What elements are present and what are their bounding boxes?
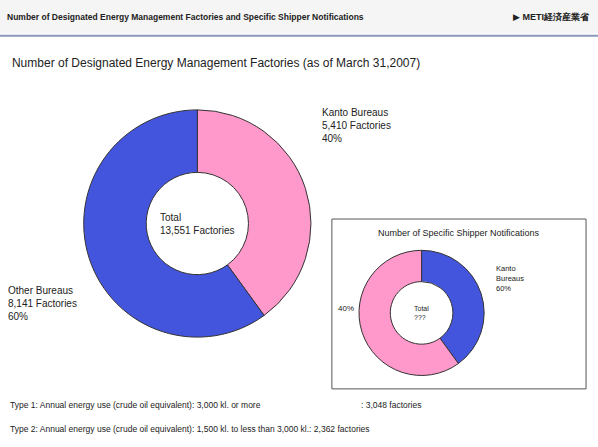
svg-text:40%: 40%	[338, 304, 354, 313]
svg-text:Type 1: Annual energy use (cru: Type 1: Annual energy use (crude oil equ…	[10, 400, 261, 410]
svg-text:Other Bureaus8,141 Factories60: Other Bureaus8,141 Factories60%	[8, 285, 77, 322]
svg-text:KantoBureaus60%: KantoBureaus60%	[496, 264, 524, 293]
svg-text:Number of Designated Energy Ma: Number of Designated Energy Management F…	[12, 56, 420, 70]
svg-text:Type 2: Annual energy use (cru: Type 2: Annual energy use (crude oil equ…	[10, 424, 370, 434]
svg-text:Number of Specific Shipper Not: Number of Specific Shipper Notifications	[378, 228, 540, 238]
svg-text:Kanto Bureaus5,410 Factories40: Kanto Bureaus5,410 Factories40%	[322, 107, 391, 144]
svg-text:Total13,551 Factories: Total13,551 Factories	[160, 212, 235, 236]
svg-text:: 3,048 factories: : 3,048 factories	[361, 400, 421, 410]
svg-text:▶ METI経済産業省: ▶ METI経済産業省	[513, 12, 590, 22]
svg-text:Number of Designated Energy Ma: Number of Designated Energy Management F…	[7, 12, 364, 22]
svg-text:Total???: Total???	[414, 305, 429, 321]
